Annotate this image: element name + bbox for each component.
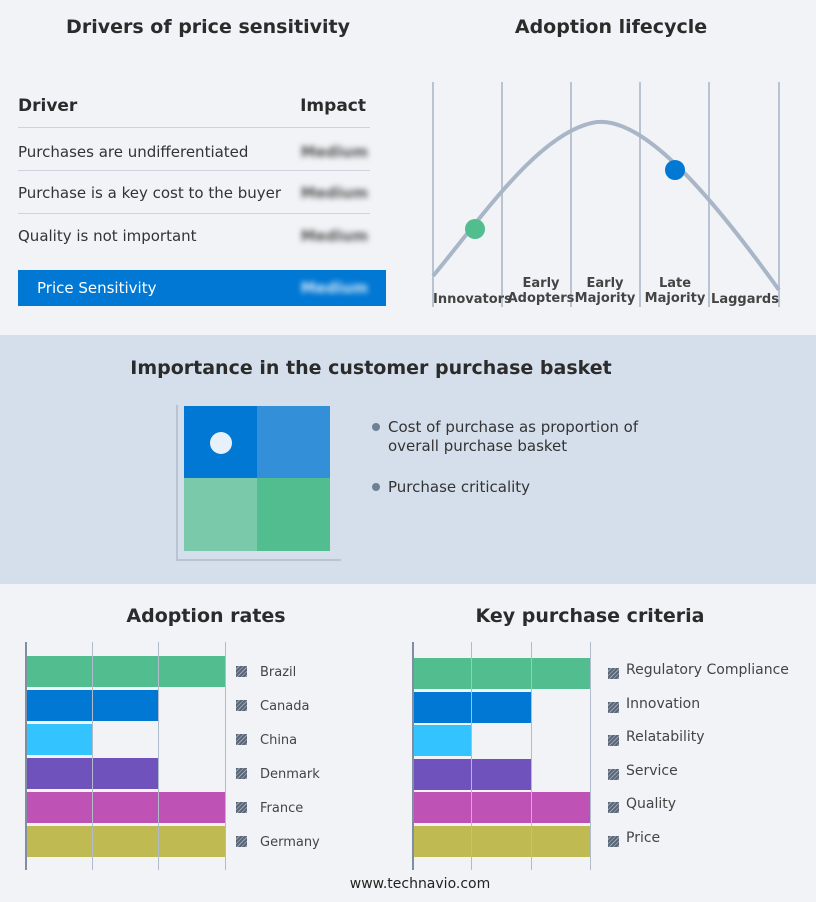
driver-header: Driver <box>18 96 78 116</box>
bar <box>412 792 590 824</box>
legend-label: Denmark <box>260 767 320 782</box>
legend-label: Price <box>626 830 661 846</box>
divider <box>18 213 370 214</box>
table-row: Purchases are undifferentiated Medium <box>18 143 370 161</box>
stage-label: Laggards <box>711 292 779 307</box>
legend-item: Purchase criticality <box>388 478 531 496</box>
bar <box>412 658 590 689</box>
late-majority-marker <box>665 160 685 180</box>
impact-value: Medium <box>300 184 368 202</box>
bar <box>25 792 225 823</box>
driver-label: Purchases are undifferentiated <box>18 143 249 161</box>
quadrant <box>184 478 257 551</box>
legend-label: Quality <box>626 796 677 813</box>
stage-label: Innovators <box>433 292 512 307</box>
table-row: Purchase is a key cost to the buyer Mediu… <box>18 184 370 202</box>
bar <box>25 826 225 857</box>
legend-label: Brazil <box>260 665 297 680</box>
legend-label: Service <box>626 762 678 779</box>
basket-title: Importance in the customer purchase bask… <box>130 357 612 379</box>
curve-line <box>431 119 781 292</box>
position-marker <box>210 432 232 454</box>
summary-impact: Medium <box>300 279 368 297</box>
legend-swatch-icon <box>236 700 247 711</box>
footer-url: www.technavio.com <box>349 876 491 892</box>
gridline <box>590 642 591 870</box>
legend-label: Relatability <box>626 729 705 746</box>
kpc-title: Key purchase criteria <box>475 605 705 627</box>
y-axis <box>176 405 178 561</box>
impact-header: Impact <box>300 96 366 116</box>
adoption-rates-title: Adoption rates <box>126 605 286 627</box>
bar <box>25 656 225 687</box>
stage-divider <box>432 82 434 307</box>
table-row: Quality is not important Medium <box>18 227 370 245</box>
quadrant <box>257 406 330 478</box>
legend-swatch-icon <box>608 802 619 814</box>
lifecycle-title: Adoption lifecycle <box>514 16 708 38</box>
legend-swatch-icon <box>608 735 619 747</box>
stage-label: Early Adopters <box>507 276 575 306</box>
legend-swatch-icon <box>608 701 619 713</box>
driver-label: Purchase is a key cost to the buyer <box>18 184 282 202</box>
basket-section <box>0 335 816 584</box>
legend-label: Germany <box>260 835 320 850</box>
legend-swatch-icon <box>236 666 247 677</box>
impact-value: Medium <box>300 227 368 245</box>
stage-divider <box>708 82 710 307</box>
stage-label: Early Majority <box>574 276 636 306</box>
divider <box>18 170 370 171</box>
gridline <box>471 642 473 870</box>
gridline <box>91 642 93 870</box>
legend-swatch-icon <box>608 836 619 847</box>
legend-label: Innovation <box>626 695 701 712</box>
legend-swatch-icon <box>236 734 247 745</box>
legend-label: Canada <box>260 699 310 714</box>
y-axis <box>25 642 27 870</box>
stage-divider <box>570 82 572 307</box>
bullet-icon <box>372 483 380 491</box>
table-header: Driver Impact <box>18 96 370 116</box>
drivers-title: Drivers of price sensitivity <box>66 16 350 38</box>
bar <box>412 725 472 757</box>
legend-label: France <box>260 801 304 816</box>
stage-divider <box>639 82 641 307</box>
y-axis <box>412 642 414 870</box>
stage-label: Late Majority <box>644 276 706 306</box>
legend-label: China <box>260 733 298 748</box>
quadrant <box>257 478 330 551</box>
legend-swatch-icon <box>236 836 247 847</box>
adoption-curve <box>431 119 781 292</box>
legend-label: Regulatory Compliance <box>626 662 789 678</box>
price-sensitivity-bar: Price Sensitivity Medium <box>18 270 386 306</box>
impact-value: Medium <box>300 143 368 161</box>
bar <box>412 826 590 857</box>
divider <box>18 127 370 128</box>
legend-swatch-icon <box>236 802 247 813</box>
x-axis <box>176 559 341 561</box>
gridline <box>530 642 532 870</box>
legend-swatch-icon <box>608 768 619 780</box>
gridline <box>158 642 160 870</box>
bullet-icon <box>372 423 380 431</box>
stage-divider <box>778 82 780 307</box>
bar <box>25 724 92 755</box>
legend-item: Cost of purchase as proportion of overal… <box>388 418 639 455</box>
summary-label: Price Sensitivity <box>37 279 157 297</box>
innovators-marker <box>465 219 485 239</box>
gridline <box>225 642 226 870</box>
driver-label: Quality is not important <box>18 227 197 245</box>
legend-swatch-icon <box>236 768 247 779</box>
legend-swatch-icon <box>608 668 619 679</box>
